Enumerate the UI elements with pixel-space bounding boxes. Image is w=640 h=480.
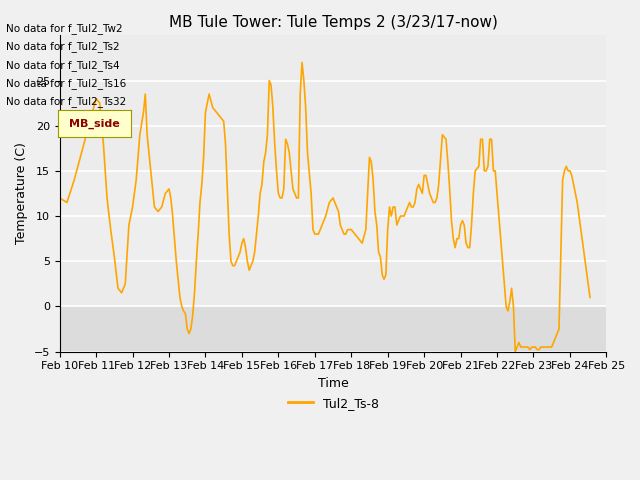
- Text: No data for f_Tul2_Ts4: No data for f_Tul2_Ts4: [6, 60, 120, 71]
- X-axis label: Time: Time: [317, 377, 348, 390]
- Text: MB_side: MB_side: [69, 119, 120, 129]
- Bar: [60, 81, 606, 171]
- Legend: Tul2_Ts-8: Tul2_Ts-8: [282, 392, 383, 415]
- Bar: [60, 261, 606, 306]
- Title: MB Tule Tower: Tule Temps 2 (3/23/17-now): MB Tule Tower: Tule Temps 2 (3/23/17-now…: [168, 15, 497, 30]
- Text: No data for f_Tul2_Tw2: No data for f_Tul2_Tw2: [6, 23, 123, 34]
- Text: No data for f_Tul2_Ts16: No data for f_Tul2_Ts16: [6, 78, 127, 89]
- Bar: [60, 306, 606, 351]
- Bar: [60, 36, 606, 81]
- Text: No data for f_Tul2_Ts32: No data for f_Tul2_Ts32: [6, 96, 127, 107]
- Y-axis label: Temperature (C): Temperature (C): [15, 143, 28, 244]
- Text: No data for f_Tul2_Ts2: No data for f_Tul2_Ts2: [6, 41, 120, 52]
- Bar: [60, 171, 606, 261]
